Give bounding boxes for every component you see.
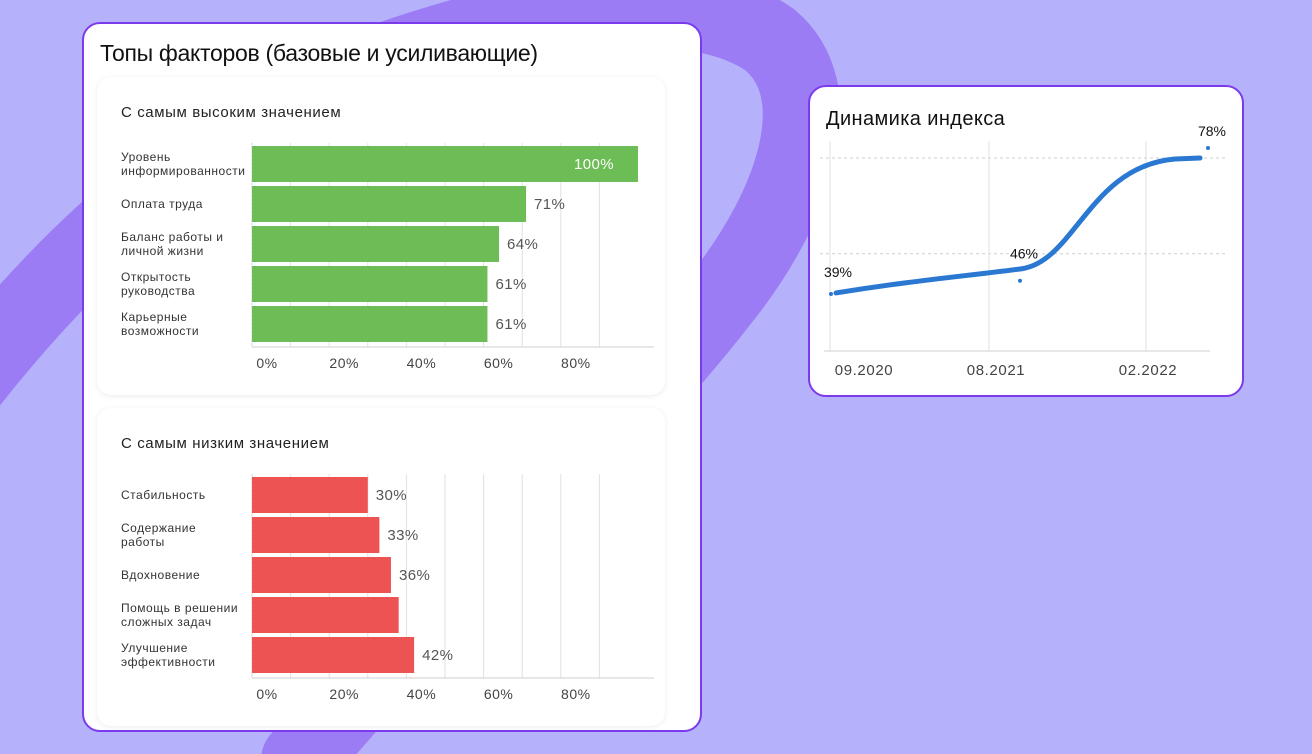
high-category-label: Уровень	[121, 150, 171, 164]
index-panel-title: Динамика индекса	[826, 108, 1006, 130]
low-bar	[252, 597, 399, 633]
highest-factors-chart: С самым высоким значением 0% 20% 40% 60% 80% У…	[121, 104, 654, 371]
high-data-label: 61%	[495, 316, 526, 333]
high-bar	[252, 146, 638, 182]
low-category-label: эффективности	[121, 655, 216, 669]
low-category-label: сложных задач	[121, 615, 212, 629]
low-x-tick-label: 20%	[329, 686, 359, 702]
high-category-label: Карьерные	[121, 310, 187, 324]
low-data-label: 36%	[399, 567, 430, 584]
high-bar	[252, 306, 488, 342]
high-x-tick-label: 0%	[256, 355, 277, 371]
low-category-label: Содержание	[121, 521, 196, 535]
index-data-label: 39%	[824, 264, 852, 280]
low-category-label: Стабильность	[121, 488, 206, 502]
high-bar	[252, 266, 488, 302]
high-bar	[252, 186, 527, 222]
high-data-label: 100%	[574, 156, 614, 173]
high-x-tick-label: 40%	[407, 355, 437, 371]
lowest-factors-card: С самым низким значением 0% 20% 40% 60% 80% Ст…	[97, 408, 665, 726]
index-point	[1206, 146, 1210, 150]
lowest-factors-chart: С самым низким значением 0% 20% 40% 60% 80% Ст…	[121, 435, 654, 702]
index-data-label: 78%	[1198, 123, 1226, 139]
index-dynamics-panel: Динамика индекса 39% 46% 78% 09.2020 08.2021…	[808, 85, 1244, 397]
low-category-label: Улучшение	[121, 641, 188, 655]
high-x-tick-label: 80%	[561, 355, 591, 371]
index-series-line	[833, 155, 1203, 296]
low-category-label: Помощь в решении	[121, 601, 238, 615]
low-x-tick-label: 80%	[561, 686, 591, 702]
high-x-tick-label: 20%	[329, 355, 359, 371]
low-category-label: работы	[121, 535, 165, 549]
low-data-label: 33%	[387, 527, 418, 544]
high-category-label: личной жизни	[121, 244, 204, 258]
low-x-tick-label: 0%	[256, 686, 277, 702]
high-category-label: Открытость	[121, 270, 191, 284]
low-bar	[252, 557, 391, 593]
line-x-tick-label: 02.2022	[1119, 362, 1177, 379]
index-dynamics-chart: 39% 46% 78% 09.2020 08.2021 02.2022	[820, 123, 1226, 379]
high-category-label: возможности	[121, 324, 199, 338]
high-data-label: 64%	[507, 236, 538, 253]
factors-panel-title: Топы факторов (базовые и усиливающие)	[100, 40, 538, 66]
highest-factors-card: С самым высоким значением 0% 20% 40% 60% 80% У…	[97, 77, 665, 395]
low-data-label: 42%	[422, 647, 453, 664]
low-x-tick-label: 60%	[484, 686, 514, 702]
index-point	[829, 291, 833, 296]
low-x-tick-label: 40%	[407, 686, 437, 702]
factors-panel: Топы факторов (базовые и усиливающие) С …	[82, 22, 702, 732]
high-x-tick-label: 60%	[484, 355, 514, 371]
high-chart-title: С самым высоким значением	[121, 104, 341, 121]
high-bar	[252, 226, 500, 262]
high-category-label: Баланс работы и	[121, 230, 223, 244]
low-chart-title: С самым низким значением	[121, 435, 329, 452]
high-category-label: Оплата труда	[121, 197, 203, 211]
index-point	[1018, 278, 1022, 283]
high-category-label: информированности	[121, 164, 245, 178]
index-data-label: 46%	[1010, 246, 1038, 262]
line-x-tick-label: 09.2020	[835, 362, 893, 379]
low-bar	[252, 637, 415, 673]
high-category-label: руководства	[121, 284, 195, 298]
high-data-label: 61%	[495, 276, 526, 293]
low-category-label: Вдохновение	[121, 568, 200, 582]
low-bar	[252, 477, 368, 513]
low-bar	[252, 517, 380, 553]
line-x-tick-label: 08.2021	[967, 362, 1025, 379]
high-data-label: 71%	[534, 196, 565, 213]
low-data-label: 30%	[376, 487, 407, 504]
